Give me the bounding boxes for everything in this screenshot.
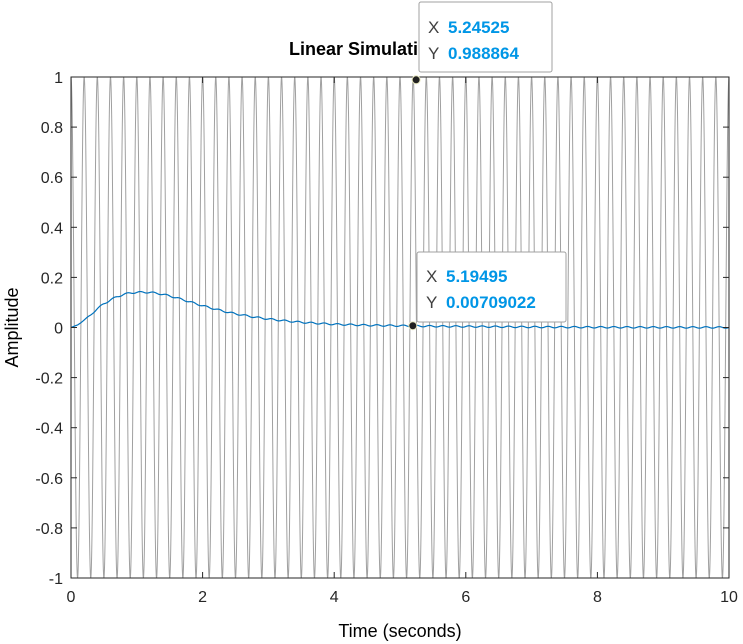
y-tick-label: -0.6: [35, 471, 63, 488]
datatip-y-key: Y: [428, 44, 439, 63]
datatip-x-value: 5.24525: [448, 18, 509, 37]
input-signal-layer: [71, 77, 729, 578]
input-signal-line: [71, 77, 729, 578]
x-tick-label: 0: [67, 589, 76, 606]
x-tick-label: 8: [593, 589, 602, 606]
y-axis-label: Amplitude: [2, 287, 22, 367]
y-tick-label: 0: [54, 321, 63, 338]
x-tick-label: 2: [198, 589, 207, 606]
plot-area: [70, 76, 730, 579]
x-axis-label: Time (seconds): [338, 621, 461, 641]
y-tick-label: -0.8: [35, 521, 63, 538]
y-tick-label: 0.6: [41, 170, 63, 187]
datatip-peak[interactable]: X 5.24525 Y 0.988864: [411, 1, 553, 85]
x-tick-label: 10: [720, 589, 738, 606]
datatip-x-key: X: [426, 267, 437, 286]
y-tick-label: 0.4: [41, 220, 63, 237]
datatip-x-value: 5.19495: [446, 267, 507, 286]
datatip-response[interactable]: X 5.19495 Y 0.00709022: [408, 251, 567, 331]
x-tick-label: 4: [330, 589, 339, 606]
x-axis-ticks: 0 2 4 6 8 10: [67, 77, 738, 606]
datatip-y-value: 0.00709022: [446, 293, 536, 312]
datatip-x-key: X: [428, 18, 439, 37]
response-signal-layer: [71, 290, 729, 329]
chart-title: Linear Simulati: [289, 39, 418, 59]
y-tick-label: -1: [49, 571, 63, 588]
x-tick-label: 6: [461, 589, 470, 606]
y-tick-label: -0.2: [35, 371, 63, 388]
y-tick-label: 1: [54, 70, 63, 87]
y-tick-label: -0.4: [35, 421, 63, 438]
datatip-box: [418, 1, 553, 73]
response-signal-line: [71, 290, 729, 329]
y-axis-ticks: -1 -0.8 -0.6 -0.4 -0.2 0 0.2 0.4 0.6 0.8 1: [35, 70, 729, 588]
y-tick-label: 0.2: [41, 270, 63, 287]
datatip-box: [416, 251, 567, 323]
datatip-marker[interactable]: [411, 75, 421, 85]
datatip-y-value: 0.988864: [448, 44, 519, 63]
y-tick-label: 0.8: [41, 120, 63, 137]
datatip-y-key: Y: [426, 293, 437, 312]
datatip-marker[interactable]: [408, 321, 418, 331]
